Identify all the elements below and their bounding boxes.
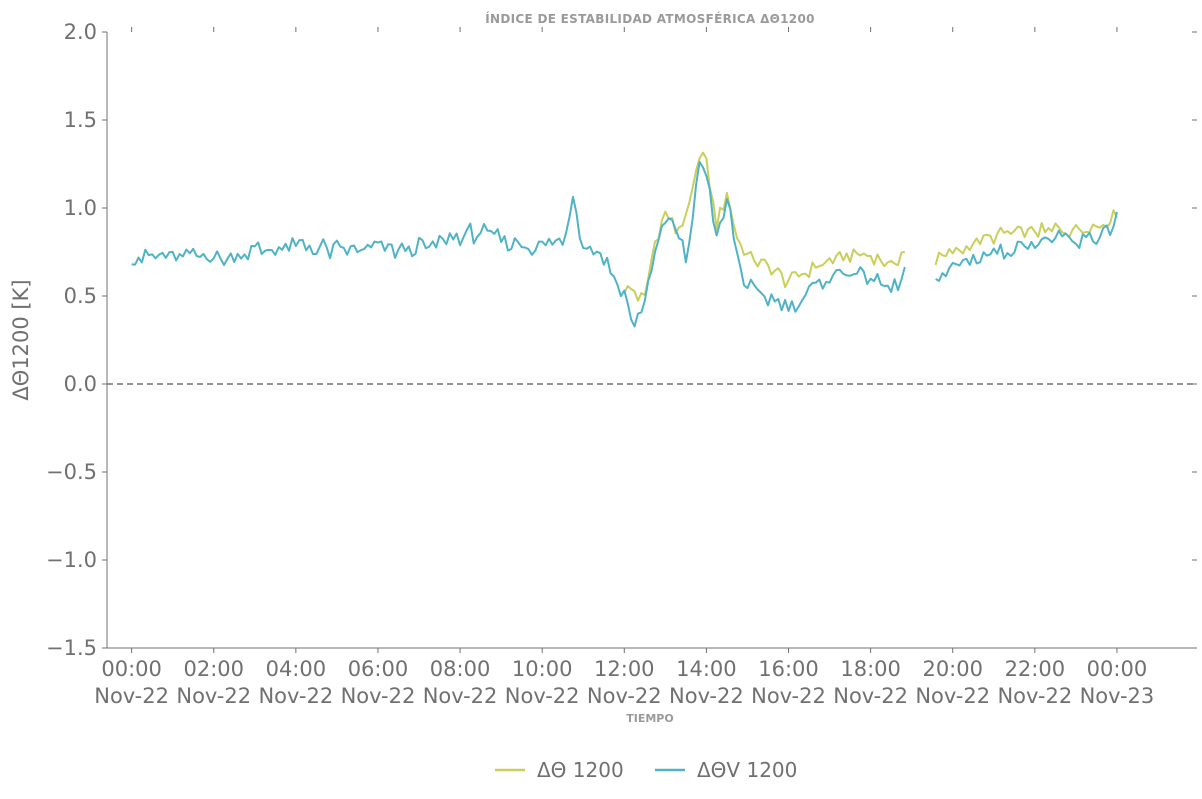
y-tick-label: 1.0 (64, 196, 97, 220)
x-tick-time-label: 00:00 (101, 657, 162, 681)
x-tick-date-label: Nov-22 (587, 684, 662, 708)
x-tick-time-label: 14:00 (676, 657, 737, 681)
x-tick-time-label: 16:00 (758, 657, 819, 681)
y-axis-label: ΔΘ1200 [K] (9, 279, 33, 400)
x-tick-time-label: 06:00 (348, 657, 409, 681)
x-tick-date-label: Nov-22 (94, 684, 169, 708)
y-tick-label: −1.0 (46, 548, 97, 572)
x-tick-date-label: Nov-23 (1080, 684, 1155, 708)
x-tick-time-label: 00:00 (1087, 657, 1148, 681)
y-tick-label: 0.0 (64, 372, 97, 396)
x-tick-date-label: Nov-22 (833, 684, 908, 708)
x-tick-date-label: Nov-22 (258, 684, 333, 708)
y-ticks: 2.0 1.5 1.0 0.5 0.0 −0.5 −1.0 −1.5 (46, 20, 1197, 660)
x-tick-date-label: Nov-22 (997, 684, 1072, 708)
x-tick-date-label: Nov-22 (176, 684, 251, 708)
x-tick-date-label: Nov-22 (915, 684, 990, 708)
legend-label: ΔΘV 1200 (697, 758, 797, 782)
legend-label: ΔΘ 1200 (537, 758, 624, 782)
chart-title: ÍNDICE DE ESTABILIDAD ATMOSFÉRICA ΔΘ1200 (485, 11, 815, 26)
y-tick-label: −1.5 (46, 636, 97, 660)
x-axis-label: TIEMPO (626, 712, 673, 725)
series-line-1 (623, 151, 1118, 302)
x-tick-date-label: Nov-22 (341, 684, 416, 708)
y-tick-label: 1.5 (64, 108, 97, 132)
x-tick-time-label: 08:00 (430, 657, 491, 681)
y-tick-label: 2.0 (64, 20, 97, 44)
x-tick-time-label: 20:00 (922, 657, 983, 681)
x-tick-date-label: Nov-22 (505, 684, 580, 708)
y-tick-label: −0.5 (46, 460, 97, 484)
x-tick-date-label: Nov-22 (751, 684, 826, 708)
series-lines (131, 151, 1118, 328)
x-ticks: 00:00 Nov-22 02:00 Nov-22 04:00 Nov-22 06:00 No… (94, 27, 1154, 708)
x-tick-time-label: 22:00 (1005, 657, 1066, 681)
x-tick-date-label: Nov-22 (669, 684, 744, 708)
series-line-2 (131, 160, 1118, 328)
x-tick-time-label: 12:00 (594, 657, 655, 681)
x-tick-time-label: 10:00 (512, 657, 573, 681)
x-tick-time-label: 18:00 (840, 657, 901, 681)
legend: ΔΘ 1200 ΔΘV 1200 (495, 758, 797, 782)
y-tick-label: 0.5 (64, 284, 97, 308)
x-tick-time-label: 02:00 (183, 657, 244, 681)
x-tick-date-label: Nov-22 (423, 684, 498, 708)
axes (106, 32, 1197, 649)
x-tick-time-label: 04:00 (266, 657, 327, 681)
